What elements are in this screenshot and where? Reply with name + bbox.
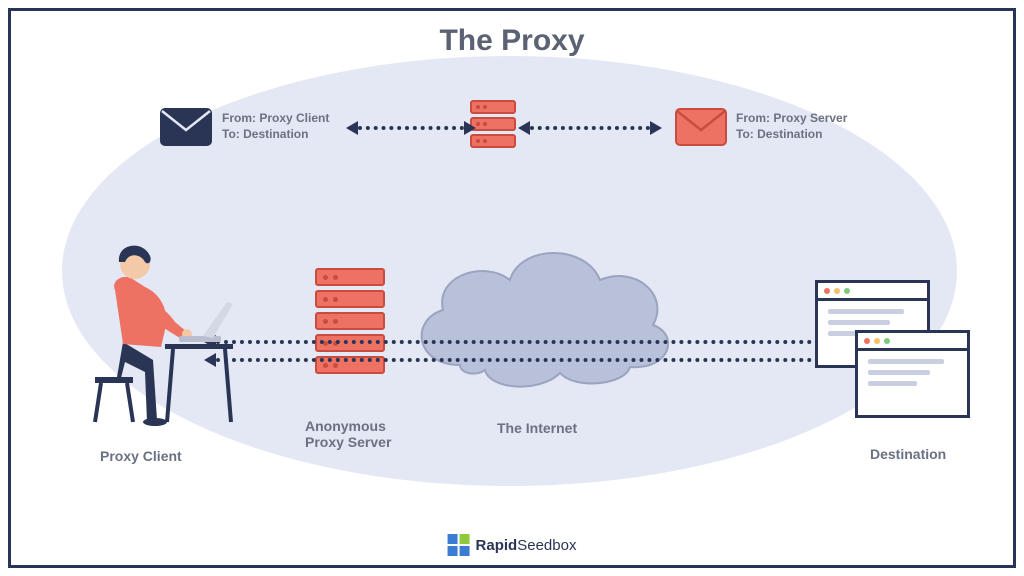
label-proxy-client: Proxy Client — [100, 448, 182, 464]
footer-brand: RapidSeedbox — [448, 534, 577, 556]
label-internet: The Internet — [497, 420, 577, 436]
arrow-main-bottom — [216, 358, 828, 362]
browser-window-front-icon — [855, 330, 970, 418]
diagram-title: The Proxy — [439, 24, 584, 58]
envelope-client-label: From: Proxy Client To: Destination — [222, 110, 329, 142]
proxy-client-person-icon — [75, 232, 245, 427]
arrowhead-icon — [518, 121, 530, 135]
envelope-server-label: From: Proxy Server To: Destination — [736, 110, 847, 142]
arrowhead-icon — [650, 121, 662, 135]
brand-text: RapidSeedbox — [476, 537, 577, 554]
arrowhead-icon — [464, 121, 476, 135]
arrowhead-icon — [346, 121, 358, 135]
env-from: From: Proxy Client — [222, 111, 329, 125]
label-text: Anonymous Proxy Server — [305, 418, 391, 450]
env-from: From: Proxy Server — [736, 111, 847, 125]
envelope-client-icon — [160, 108, 212, 146]
server-top-icon — [470, 100, 516, 151]
arrow-top-left — [358, 126, 464, 130]
env-to: To: Destination — [222, 127, 308, 141]
arrow-top-right — [530, 126, 650, 130]
env-to: To: Destination — [736, 127, 822, 141]
brand-logo-icon — [448, 534, 470, 556]
brand-bold: Rapid — [476, 537, 518, 554]
label-destination: Destination — [870, 446, 946, 462]
brand-rest: Seedbox — [517, 537, 576, 554]
label-anon-server: Anonymous Proxy Server — [305, 418, 391, 450]
arrow-main-top — [216, 340, 828, 344]
cloud-internet-icon — [395, 225, 685, 400]
envelope-server-icon — [675, 108, 727, 146]
